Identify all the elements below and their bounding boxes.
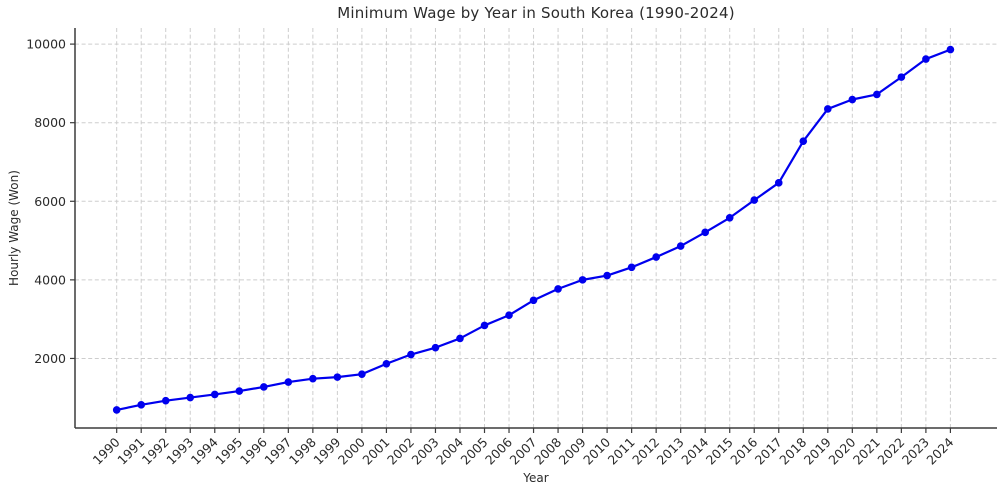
x-tick-label: 2013 [654, 435, 687, 468]
data-point-2007 [529, 296, 538, 305]
data-point-2009 [578, 276, 587, 284]
x-tick-label: 1998 [286, 434, 319, 467]
data-point-1992 [161, 396, 170, 405]
chart-title: Minimum Wage by Year in South Korea (199… [337, 4, 735, 22]
x-tick-label: 2011 [605, 435, 638, 468]
x-tick-label: 2016 [727, 434, 760, 467]
x-tick-label: 2009 [556, 434, 589, 467]
x-tick-label: 1996 [237, 434, 270, 467]
data-point-2022 [897, 73, 906, 81]
x-tick-label: 2021 [850, 435, 883, 468]
y-tick-label: 6000 [34, 194, 66, 209]
x-tick-label: 1995 [212, 435, 245, 468]
data-point-1999 [333, 373, 342, 381]
y-tick-label: 10000 [26, 37, 66, 52]
y-tick-label: 4000 [34, 272, 66, 287]
x-tick-label: 1991 [114, 435, 147, 468]
data-point-2017 [774, 179, 783, 187]
data-point-1998 [309, 374, 317, 383]
x-tick-label: 2017 [752, 435, 785, 468]
x-tick-label: 1997 [261, 435, 294, 468]
x-tick-label: 2024 [923, 434, 956, 467]
data-point-2024 [946, 45, 955, 54]
x-tick-label: 2022 [874, 435, 907, 468]
x-tick-label: 2018 [776, 434, 809, 467]
data-point-1994 [210, 390, 219, 399]
x-tick-label: 1999 [310, 434, 343, 467]
data-point-2008 [554, 285, 562, 293]
data-point-1996 [260, 383, 268, 391]
y-tick-label: 8000 [34, 115, 66, 130]
data-point-1993 [186, 393, 195, 402]
data-point-1990 [112, 406, 121, 414]
y-axis-label: Hourly Wage (Won) [7, 170, 21, 286]
data-point-2000 [358, 370, 366, 378]
x-tick-label: 1992 [139, 435, 172, 468]
x-tick-label: 2008 [531, 434, 564, 467]
data-point-2005 [480, 321, 489, 330]
data-point-2016 [750, 196, 759, 204]
data-point-2019 [824, 105, 832, 113]
data-point-2013 [676, 242, 685, 250]
x-axis-label: Year [523, 471, 549, 485]
x-tick-label: 2000 [335, 434, 368, 467]
x-tick-label: 2003 [408, 435, 441, 468]
x-tick-label: 2014 [678, 434, 711, 467]
x-tick-label: 2002 [384, 435, 417, 468]
data-point-2002 [407, 350, 415, 359]
x-tick-label: 2015 [703, 435, 736, 468]
data-point-2003 [431, 343, 440, 352]
data-point-2001 [382, 359, 391, 368]
x-tick-label: 2007 [507, 435, 540, 468]
data-point-2021 [873, 90, 881, 99]
x-tick-label: 1993 [163, 435, 196, 468]
x-tick-label: 2004 [433, 434, 466, 467]
data-point-2011 [627, 263, 636, 272]
x-tick-label: 2020 [825, 434, 858, 467]
x-tick-label: 2005 [458, 435, 491, 468]
data-point-2010 [603, 271, 611, 280]
data-point-1997 [284, 378, 293, 386]
x-tick-label: 2019 [801, 434, 834, 467]
x-tick-label: 2006 [482, 434, 515, 467]
data-point-2015 [725, 213, 734, 222]
y-tick-label: 2000 [34, 351, 66, 366]
data-point-2006 [505, 311, 513, 320]
x-tick-label: 2012 [629, 435, 662, 468]
x-tick-label: 2023 [899, 435, 932, 468]
data-point-2004 [456, 334, 464, 343]
x-tick-label: 1994 [188, 434, 221, 467]
data-point-2020 [848, 95, 857, 104]
data-point-1995 [235, 387, 244, 395]
x-tick-label: 1990 [90, 434, 123, 467]
data-point-2018 [799, 137, 808, 145]
x-tick-label: 2010 [580, 434, 613, 467]
x-tick-label: 2001 [359, 435, 392, 468]
data-point-2023 [922, 55, 930, 63]
data-point-2012 [652, 253, 660, 261]
data-point-2014 [701, 228, 709, 237]
data-point-1991 [137, 401, 146, 409]
